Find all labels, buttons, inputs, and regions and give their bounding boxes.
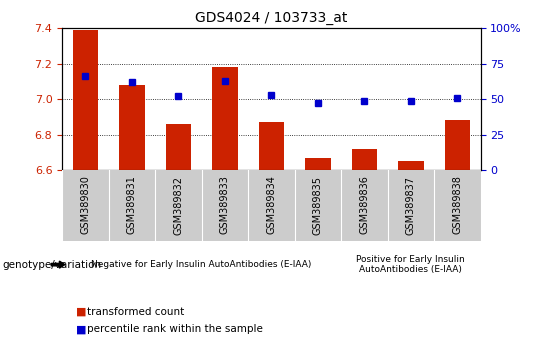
Text: GSM389837: GSM389837 <box>406 176 416 235</box>
Text: GSM389833: GSM389833 <box>220 176 230 234</box>
Bar <box>166 124 191 170</box>
Text: Positive for Early Insulin
AutoAntibodies (E-IAA): Positive for Early Insulin AutoAntibodie… <box>356 255 465 274</box>
Text: GSM389836: GSM389836 <box>359 176 369 234</box>
Text: GSM389831: GSM389831 <box>127 176 137 234</box>
Text: GSM389832: GSM389832 <box>173 176 184 235</box>
Bar <box>305 158 330 170</box>
Text: ■: ■ <box>76 324 86 334</box>
Text: genotype/variation: genotype/variation <box>3 259 102 270</box>
Bar <box>352 149 377 170</box>
Title: GDS4024 / 103733_at: GDS4024 / 103733_at <box>195 11 348 24</box>
Bar <box>259 122 284 170</box>
Bar <box>72 30 98 170</box>
Text: GSM389835: GSM389835 <box>313 176 323 235</box>
Text: GSM389830: GSM389830 <box>80 176 90 234</box>
Text: GSM389834: GSM389834 <box>266 176 276 234</box>
Bar <box>119 85 145 170</box>
Text: transformed count: transformed count <box>87 307 185 316</box>
Text: ■: ■ <box>76 307 86 316</box>
Text: Negative for Early Insulin AutoAntibodies (E-IAA): Negative for Early Insulin AutoAntibodie… <box>91 260 312 269</box>
Bar <box>444 120 470 170</box>
Text: percentile rank within the sample: percentile rank within the sample <box>87 324 264 334</box>
Bar <box>212 67 238 170</box>
Text: GSM389838: GSM389838 <box>453 176 462 234</box>
Bar <box>398 161 424 170</box>
